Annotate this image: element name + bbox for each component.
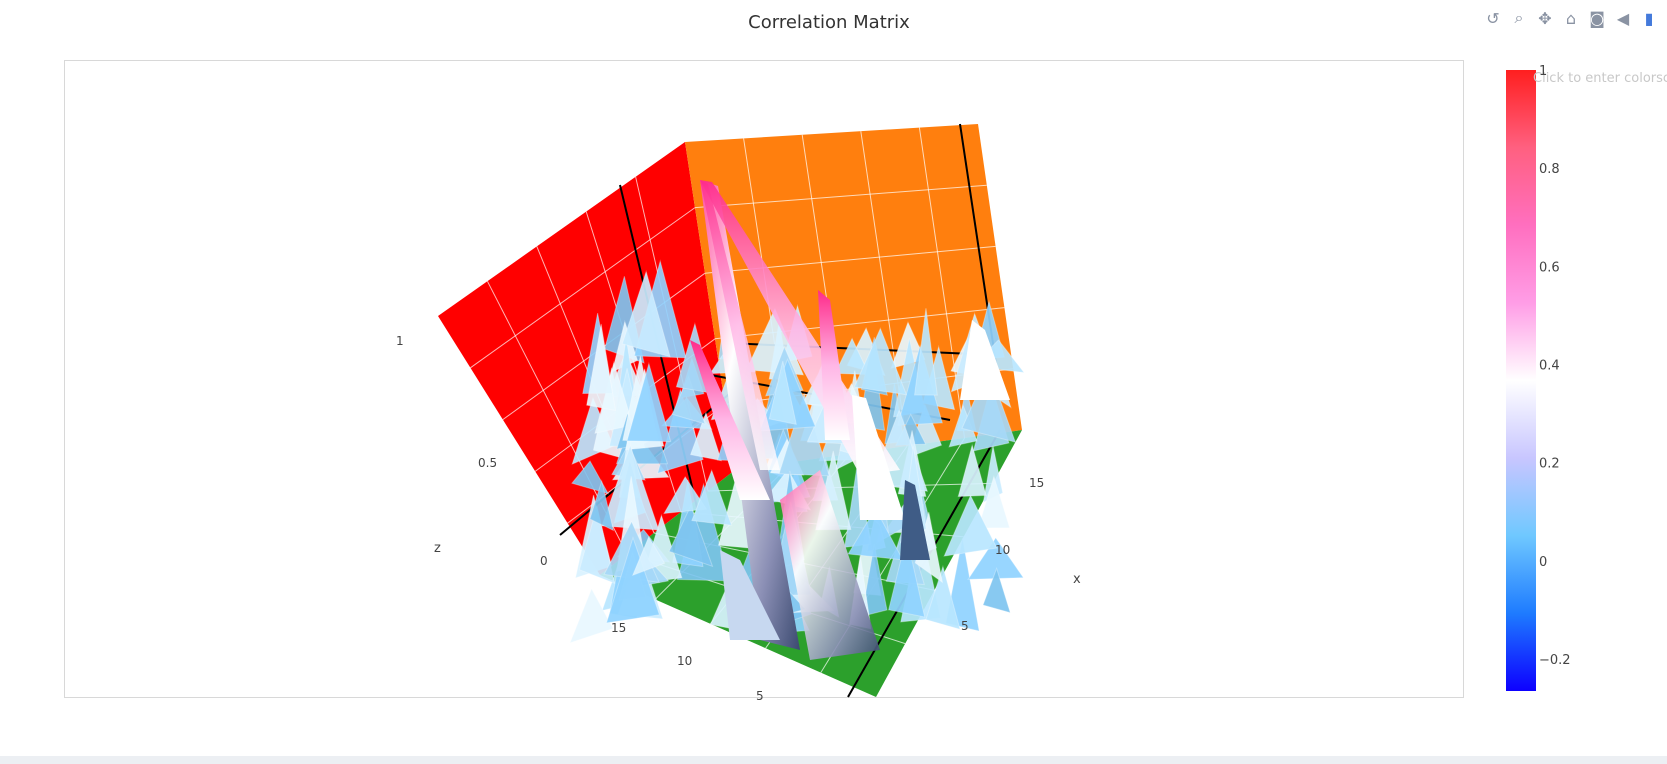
colorbar-tick-2: 0.6 [1539, 260, 1560, 275]
pan-icon[interactable]: ✥ [1538, 8, 1552, 28]
home-icon[interactable]: ⌂ [1565, 8, 1577, 28]
z-axis-label: z [434, 541, 441, 556]
y-tick-0: 5 [756, 689, 764, 703]
colorbar-title[interactable]: Click to enter colorscale title [1533, 71, 1667, 86]
colorbar-ticks: 1 0.8 0.6 0.4 0.2 0 −0.2 [1539, 64, 1571, 668]
x-tick-2: 15 [1029, 476, 1044, 490]
plotly-logo-icon[interactable]: ▮ [1644, 8, 1654, 28]
colorbar-tick-4: 0.2 [1539, 457, 1560, 472]
y-tick-1: 10 [677, 654, 692, 668]
colorbar-tick-3: 0.4 [1539, 359, 1560, 374]
y-tick-2: 15 [611, 621, 626, 635]
colorbar[interactable] [1506, 70, 1536, 691]
hover-tag-icon[interactable]: ◀ [1616, 8, 1630, 28]
camera-icon[interactable]: ◙ [1589, 8, 1605, 28]
colorbar-tick-0: 1 [1539, 64, 1547, 79]
colorbar-tick-6: −0.2 [1539, 653, 1571, 668]
reset-camera-icon[interactable]: ↺ [1486, 8, 1500, 28]
x-tick-0: 5 [961, 619, 969, 633]
z-tick-0: 0 [540, 554, 548, 568]
surface-mesh [569, 180, 1026, 660]
zoom-icon[interactable]: ⌕ [1514, 8, 1524, 27]
x-tick-1: 10 [995, 543, 1010, 557]
z-tick-2: 1 [396, 334, 404, 348]
modebar: ↺ ⌕ ✥ ⌂ ◙ ◀ ▮ [1483, 8, 1659, 28]
colorbar-tick-1: 0.8 [1539, 162, 1560, 177]
bottom-strip [0, 756, 1667, 764]
colorbar-tick-5: 0 [1539, 555, 1547, 570]
plot-area[interactable] [64, 60, 1464, 698]
chart-title: Correlation Matrix [748, 12, 910, 33]
x-axis-label: x [1073, 572, 1081, 587]
z-tick-1: 0.5 [478, 456, 497, 470]
